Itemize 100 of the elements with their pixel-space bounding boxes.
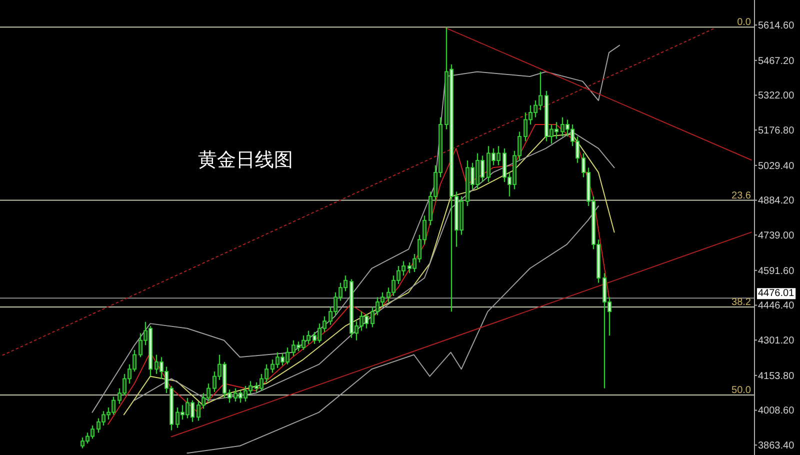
candlestick (554, 121, 558, 140)
candlestick (306, 330, 310, 345)
candlestick (338, 282, 342, 302)
candlestick (370, 306, 374, 328)
annotation: 38.2 (732, 297, 752, 308)
candlestick (508, 172, 512, 198)
y-tick-label: 3863.40 (758, 440, 795, 452)
candlestick (518, 131, 522, 162)
candlestick (190, 400, 194, 422)
candlestick (360, 310, 364, 332)
candlestick (176, 406, 180, 428)
annotation: 黄金日线图 (198, 149, 293, 171)
candlestick (422, 215, 426, 246)
candlestick (186, 397, 190, 419)
candlestick (570, 124, 574, 147)
candlestick (608, 296, 612, 336)
y-tick-label: 4153.80 (758, 370, 795, 382)
candlestick (328, 306, 332, 326)
candlestick (96, 418, 100, 434)
y-tick-label: 5614.60 (758, 20, 795, 32)
candlestick (566, 119, 570, 138)
candlestick (248, 380, 252, 395)
candlestick (106, 406, 110, 420)
y-tick-label: 4739.00 (758, 230, 795, 242)
candlestick (408, 262, 412, 274)
candlestick (354, 320, 358, 341)
candlestick (206, 382, 210, 402)
candlestick (434, 164, 438, 202)
candlestick (480, 155, 484, 183)
y-tick-label: 4301.20 (758, 336, 795, 347)
candlestick (386, 286, 390, 303)
candlestick (292, 340, 296, 357)
candlestick (238, 390, 242, 404)
candlestick (380, 292, 384, 308)
candlestick (470, 162, 474, 190)
candlestick (218, 354, 222, 381)
candlestick (364, 313, 368, 329)
candlestick (396, 265, 400, 285)
candlestick (280, 352, 284, 366)
candlestick (86, 432, 90, 444)
candlestick (102, 410, 106, 426)
candlestick (492, 148, 496, 166)
candlestick (138, 332, 142, 358)
candlestick (154, 354, 158, 375)
candlestick (528, 104, 532, 126)
candlestick (560, 116, 564, 138)
annotation: 0.0 (737, 17, 752, 28)
candlestick (202, 392, 206, 410)
candlestick (212, 370, 216, 393)
candlestick (286, 346, 290, 365)
candlestick (576, 136, 580, 164)
candlestick (428, 191, 432, 226)
candlestick (582, 152, 586, 178)
candlestick (534, 100, 538, 118)
candlestick (122, 373, 126, 396)
candlestick (376, 296, 380, 316)
candlestick (144, 321, 148, 346)
candlestick (160, 356, 164, 380)
line-series (186, 206, 599, 454)
line-series (92, 44, 620, 413)
candlestick (260, 373, 264, 392)
candlestick (234, 388, 238, 402)
candlestick (486, 145, 490, 183)
y-tick-label: 4446.40 (758, 300, 795, 312)
ref-line-label: 4476.01 (758, 288, 795, 300)
candlestick (496, 145, 500, 166)
candlestick (538, 71, 542, 111)
candlestick (118, 388, 122, 405)
candlestick (228, 388, 232, 404)
candlestick (502, 148, 506, 183)
candlestick (254, 382, 258, 393)
candlestick (90, 424, 94, 440)
candlestick (322, 316, 326, 333)
candlestick (344, 274, 348, 292)
candlestick (402, 260, 406, 276)
candlestick (196, 400, 200, 422)
candlestick (312, 331, 316, 345)
y-tick-label: 5467.20 (758, 56, 795, 67)
candlestick (302, 334, 306, 351)
y-tick-label: 4591.60 (758, 266, 795, 277)
candlestick (296, 340, 300, 352)
y-tick-label: 4884.20 (758, 196, 795, 207)
candlestick (270, 358, 274, 374)
candlestick (602, 272, 606, 389)
y-tick-label: 5322.00 (758, 90, 795, 102)
candlestick (164, 366, 168, 394)
candlestick (132, 349, 136, 372)
candlestick (128, 364, 132, 384)
candlestick (476, 152, 480, 190)
y-tick-label: 5029.40 (758, 160, 795, 172)
annotation: 50.0 (732, 385, 752, 396)
candlestick (318, 322, 322, 344)
candlestick (392, 274, 396, 297)
candlestick (418, 234, 422, 263)
candlestick (524, 112, 528, 142)
y-tick-label: 4008.60 (758, 406, 795, 417)
candlestick (276, 352, 280, 369)
candlestick (412, 253, 416, 273)
candlestick (334, 292, 338, 316)
candlestick (244, 385, 248, 402)
